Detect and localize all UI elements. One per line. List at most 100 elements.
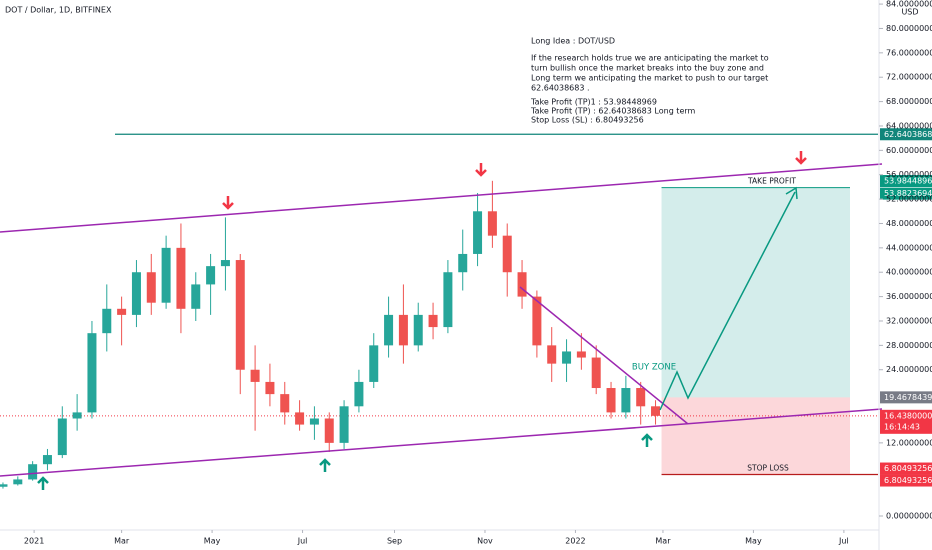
zones: TAKE PROFIT STOP LOSS BUY ZONE [0,133,878,476]
candle-body [235,260,245,370]
candle-body [87,333,97,413]
candle-body [576,351,586,358]
candle-body [57,418,67,456]
candle-body [206,266,216,285]
candle-body [473,211,483,254]
buy-zone-label: BUY ZONE [632,363,676,373]
y-tick-label: 36.00000000 [886,292,932,301]
candle-body [532,296,542,346]
y-tick-label: 44.00000000 [886,243,932,252]
overlays: 62.64038683 53.98448969 53.88236944 19.4678… [530,37,932,487]
take-profit-label: TAKE PROFIT [747,177,796,186]
candle-body [621,388,631,413]
y-tick-label: 76.00000000 [886,48,932,57]
candle-body [191,284,201,309]
countdown: 16:14:43 [884,422,920,431]
candle-body [146,272,156,303]
candle-body [117,308,127,315]
candles [0,180,661,489]
y-tick-label: 28.00000000 [886,341,932,350]
x-tick-label: Nov [477,537,493,546]
price-label: 6.80493256 [884,464,932,473]
price-label: 19.46784399 [884,393,932,402]
candle-body [250,369,260,382]
y-tick-label: 84.00000000 [886,0,932,9]
price-label-box [880,391,932,404]
candle-body [131,272,141,315]
candle-body [369,345,379,382]
drawings [0,151,883,490]
down-arrows [222,151,807,210]
y-tick-label: 68.00000000 [886,97,932,106]
price-label-box [880,175,932,188]
candle-body [354,381,364,407]
candle-body [28,464,38,480]
y-tick-label: 0.00000000 [886,512,932,521]
trendline [519,286,689,425]
candle-body [161,247,171,303]
candle-body [339,406,349,443]
candle-body [72,412,82,419]
channel-top [0,163,883,233]
candle-body [0,484,8,487]
candle-body [502,235,512,273]
price-label: 62.64038683 [884,130,932,139]
price-label: 6.80493256 [884,476,932,485]
note-line: Long Idea : DOT/USD [531,37,615,46]
candle-body [547,345,557,364]
note-line: Long term we anticipating the market to … [531,74,768,83]
candle-body [176,247,186,309]
candle-body [487,211,497,236]
x-tick-label: 2021 [24,537,44,546]
price-label-box [880,187,932,200]
x-tick-label: Sep [387,537,402,546]
y-tick-label: 12.00000000 [886,438,932,447]
candle-body [384,314,394,346]
candle-body [13,479,23,485]
y-tick-label: 24.00000000 [886,365,932,374]
candle-body [220,260,230,267]
y-tick-label: 32.00000000 [886,316,932,325]
note-line: If the research holds true we are antici… [531,54,769,63]
y-tick-label: 40.00000000 [886,268,932,277]
candle-body [413,314,423,346]
up-arrows [37,433,653,490]
y-tick-label: 52.00000000 [886,195,932,204]
channel-bottom [0,408,883,477]
candle-body [265,381,275,395]
candle-body [591,357,601,389]
note-line: turn bullish once the market breaks into… [531,64,764,73]
unit: USD [901,8,918,17]
price-label-box [880,128,932,141]
candle-body [517,272,527,297]
candle-body [102,308,112,334]
x-tick-label: May [745,537,762,546]
candle-body [458,253,468,273]
price-label-box [880,462,932,475]
price-label-box [880,474,932,487]
note-line: 62.64038683 . [531,84,590,93]
note-line: Stop Loss (SL) : 6.80493256 [531,116,644,125]
take-profit-zone [661,187,850,398]
note-line: Take Profit (TP)1 : 53.98448969 [530,98,657,107]
projection-head [785,186,798,200]
price-label: 53.98448969 [884,177,932,186]
x-tick-label: Mar [655,537,671,546]
y-tick-label: 72.00000000 [886,73,932,82]
x-tick-label: Jul [838,537,849,546]
candle-body [443,272,453,328]
x-tick-label: May [204,537,221,546]
candle-body [309,418,319,425]
stop-loss-label: STOP LOSS [747,464,789,473]
x-tick-label: Mar [114,537,130,546]
chart-title: DOT / Dollar, 1D, BITFINEX [5,6,112,15]
candle-body [42,455,52,465]
candle-body [636,388,646,407]
y-tick-label: 56.00000000 [886,170,932,179]
x-tick-label: Jul [297,537,308,546]
candle-body [324,418,334,443]
x-tick-label: 2022 [565,537,585,546]
price-label: 16.43800000 [884,411,932,420]
candle-body [606,388,616,413]
